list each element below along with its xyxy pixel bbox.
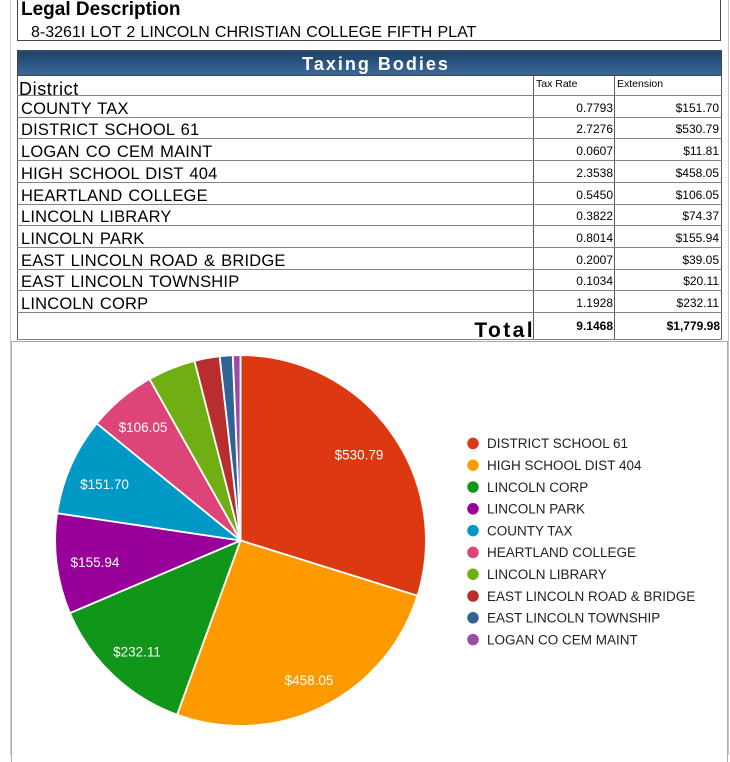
- svg-text:LINCOLN PARK: LINCOLN PARK: [487, 502, 585, 517]
- svg-text:HEARTLAND COLLEGE: HEARTLAND COLLEGE: [487, 545, 636, 560]
- svg-text:LINCOLN LIBRARY: LINCOLN LIBRARY: [487, 567, 607, 582]
- svg-text:$458.05: $458.05: [285, 673, 334, 688]
- svg-text:DISTRICT SCHOOL 61: DISTRICT SCHOOL 61: [487, 436, 628, 451]
- svg-text:$232.11: $232.11: [113, 645, 161, 660]
- svg-text:EAST LINCOLN ROAD & BRIDGE: EAST LINCOLN ROAD & BRIDGE: [487, 589, 695, 604]
- svg-text:$155.94: $155.94: [71, 555, 120, 570]
- svg-text:LINCOLN CORP: LINCOLN CORP: [487, 480, 588, 495]
- svg-text:COUNTY TAX: COUNTY TAX: [487, 523, 573, 538]
- svg-text:$106.05: $106.05: [119, 420, 168, 435]
- svg-text:HIGH SCHOOL DIST 404: HIGH SCHOOL DIST 404: [487, 458, 642, 473]
- svg-text:EAST LINCOLN TOWNSHIP: EAST LINCOLN TOWNSHIP: [487, 611, 660, 626]
- svg-text:LOGAN CO CEM MAINT: LOGAN CO CEM MAINT: [487, 632, 638, 647]
- svg-text:$151.70: $151.70: [80, 477, 129, 492]
- svg-text:$530.79: $530.79: [335, 448, 384, 463]
